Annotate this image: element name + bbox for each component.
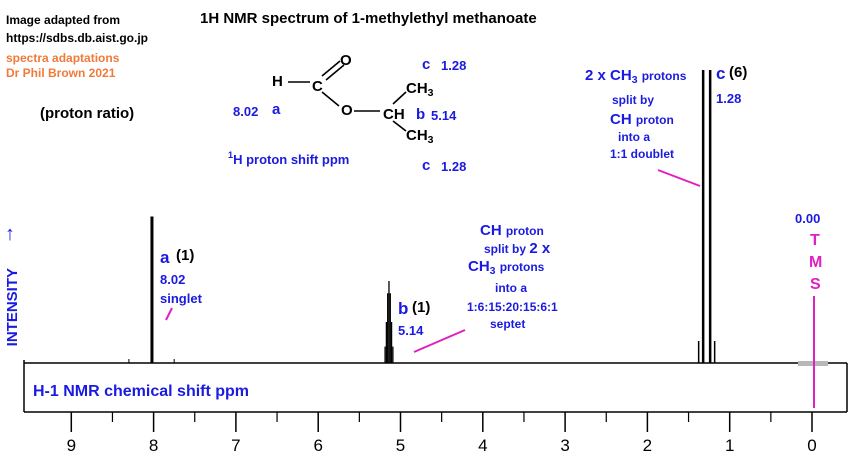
mol-label-b: b [416, 106, 426, 123]
pointer-c [657, 169, 701, 187]
c-note-ch3: 2 x CH3 protons [585, 67, 687, 86]
b-note-into: into a [495, 281, 527, 295]
mol-label-a-shift: 8.02 [233, 104, 259, 119]
x-tick-label: 5 [396, 436, 405, 455]
x-tick-label: 0 [807, 436, 816, 455]
x-tick-label: 9 [67, 436, 76, 455]
credit-line-4: Dr Phil Brown 2021 [6, 66, 116, 80]
peak-c-letter: c [716, 64, 726, 83]
b-note-ratio: 1:6:15:20:15:6:1 [467, 300, 558, 314]
mol-atom-ch: CH [383, 106, 405, 123]
tms-letter-m: M [809, 254, 823, 271]
c-note-split: split by [612, 93, 655, 107]
bond-c-o-double-1 [321, 60, 341, 77]
mol-label-c-top-shift: 1.28 [441, 58, 467, 73]
b-note-septet: septet [490, 317, 526, 331]
mol-label-c-bottom-shift: 1.28 [441, 159, 467, 174]
peak-a-multiplicity: singlet [160, 291, 202, 306]
b-note-ch: CH proton [480, 222, 544, 239]
peak-a-shift: 8.02 [160, 272, 186, 287]
b-note-ch3: CH3 protons [468, 258, 545, 277]
x-tick-label: 1 [725, 436, 734, 455]
c-note-into: into a [618, 130, 650, 144]
tms-letter-s: S [810, 276, 821, 293]
tms-shift: 0.00 [795, 211, 821, 226]
mol-ch3-bottom: CH3 [406, 127, 434, 146]
bond-c-o-double-2 [325, 64, 345, 81]
c-note-doublet: 1:1 doublet [610, 147, 675, 161]
mol-label-c-bottom: c [422, 157, 431, 174]
bond-ch-ch3-top [392, 91, 407, 105]
molecule-bonds [288, 60, 407, 132]
x-tick-label: 2 [643, 436, 652, 455]
peak-layer [150, 70, 716, 363]
mol-label-c-top: c [422, 56, 431, 73]
mol-label-a: a [272, 101, 281, 118]
peak-b-letter: b [398, 299, 409, 318]
tms-letter-t: T [810, 232, 820, 249]
mol-atom-c: C [312, 78, 323, 95]
peak-b-ratio: (1) [412, 299, 431, 316]
x-tick-label: 3 [560, 436, 569, 455]
chart-title: 1H NMR spectrum of 1-methylethyl methano… [200, 10, 537, 27]
credit-line-1: Image adapted from [6, 13, 121, 27]
c-note-ch: CH proton [610, 111, 674, 128]
x-tick-label: 8 [149, 436, 158, 455]
bond-ch-ch3-bottom [392, 120, 407, 132]
y-axis-arrow-icon: ↑ [5, 223, 15, 245]
x-tick-label: 4 [478, 436, 487, 455]
mol-label-b-shift: 5.14 [431, 108, 457, 123]
x-tick-label: 7 [231, 436, 240, 455]
mol-atom-o-double: O [340, 52, 352, 69]
shift-caption: 1H proton shift ppm [228, 150, 350, 167]
peak-b-shift: 5.14 [398, 323, 424, 338]
mol-atom-h: H [272, 73, 283, 90]
peak-c-shift: 1.28 [716, 91, 742, 106]
pointer-a [165, 307, 173, 321]
mol-ch3-top: CH3 [406, 80, 434, 99]
x-tick-label: 6 [313, 436, 322, 455]
b-note-split: split by 2 x [484, 240, 551, 257]
pointer-layer [165, 169, 815, 408]
peak-a-letter: a [160, 248, 170, 267]
credit-line-2: https://sdbs.db.aist.go.jp [6, 31, 148, 45]
peak-c-ratio: (6) [729, 64, 748, 81]
credit-line-3: spectra adaptations [6, 51, 120, 65]
x-axis-label: H-1 NMR chemical shift ppm [33, 383, 250, 400]
bond-c-o-ester [321, 91, 340, 107]
peak-a-ratio: (1) [176, 247, 195, 264]
pointer-b [413, 329, 466, 353]
proton-ratio-label: (proton ratio) [40, 105, 135, 122]
x-axis-ticks: 9 8 7 6 5 4 3 2 1 0 [67, 359, 817, 455]
y-axis-label: INTENSITY [4, 268, 21, 347]
mol-atom-o-ester: O [341, 102, 353, 119]
